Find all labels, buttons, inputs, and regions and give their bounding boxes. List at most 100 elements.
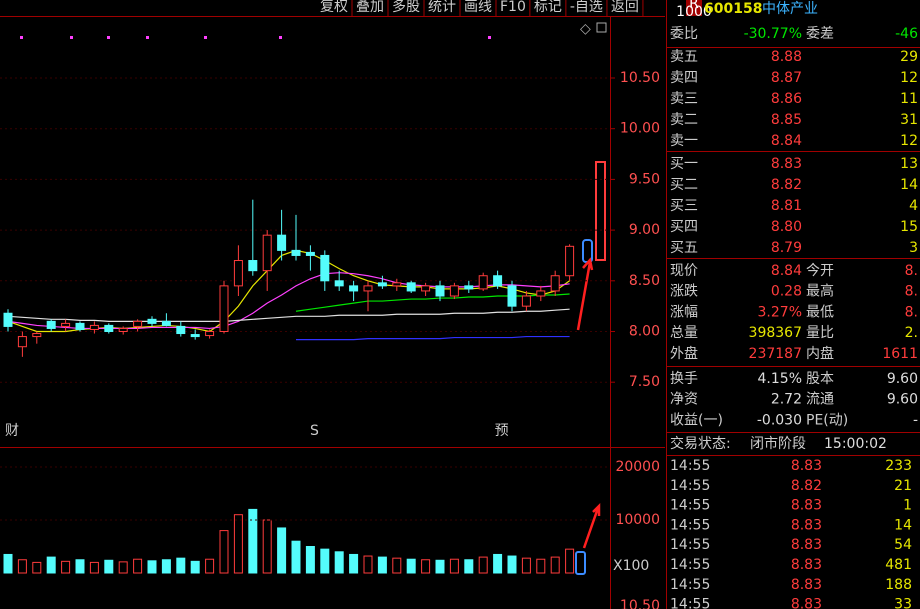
volume-bar bbox=[277, 527, 287, 574]
candle-body bbox=[363, 285, 373, 292]
candle-body bbox=[334, 280, 344, 287]
candle-body bbox=[507, 285, 517, 307]
event-marker[interactable]: 财 bbox=[5, 423, 19, 439]
volume-bar bbox=[377, 556, 387, 574]
trade-time: 14:55 bbox=[670, 478, 710, 494]
book-label: 卖一 bbox=[670, 133, 698, 149]
volume-bar bbox=[89, 561, 99, 574]
event-marker[interactable]: 预 bbox=[495, 423, 509, 439]
stat-label: 今开 bbox=[806, 263, 834, 279]
candle-body bbox=[536, 290, 546, 297]
candle-body bbox=[449, 285, 459, 297]
toolbar-button[interactable]: 多股 bbox=[392, 0, 420, 15]
next-pane-label: 10.50 bbox=[620, 598, 660, 609]
toolbar-button[interactable]: 叠加 bbox=[356, 0, 384, 15]
stat-value: 9.60 bbox=[887, 371, 918, 387]
volume-bar bbox=[161, 559, 171, 574]
candle-body bbox=[147, 318, 157, 324]
stat-value: 398367 bbox=[749, 325, 802, 341]
y-tick-label: 10.50 bbox=[620, 70, 660, 86]
stat-label: 量比 bbox=[806, 325, 834, 341]
book-volume: 31 bbox=[900, 112, 918, 128]
volume-bar bbox=[3, 553, 13, 574]
volume-bar bbox=[392, 557, 402, 574]
trade-price: 8.82 bbox=[791, 478, 822, 494]
book-price: 8.79 bbox=[771, 240, 802, 256]
volume-bar bbox=[406, 558, 416, 574]
stat-label: 换手 bbox=[670, 370, 698, 387]
stat-value: 237187 bbox=[749, 346, 802, 362]
stat-label: 流通 bbox=[806, 392, 834, 408]
toolbar-button[interactable]: 标记 bbox=[534, 0, 562, 15]
candle-body bbox=[190, 334, 200, 338]
book-volume: 12 bbox=[900, 70, 918, 86]
volume-bar bbox=[118, 561, 128, 574]
volume-bar bbox=[464, 559, 474, 574]
ma-line bbox=[7, 272, 570, 330]
event-marker[interactable]: S bbox=[310, 423, 319, 439]
volume-bar bbox=[363, 555, 373, 574]
trade-volume: 188 bbox=[885, 577, 912, 593]
stat-value: 8.84 bbox=[771, 263, 802, 279]
toolbar-button[interactable]: 统计 bbox=[428, 0, 456, 15]
toolbar-button[interactable]: -自选 bbox=[570, 0, 603, 15]
value: -46 bbox=[895, 26, 918, 42]
volume-bar bbox=[233, 514, 243, 574]
arrow bbox=[576, 257, 594, 331]
value: -30.77% bbox=[744, 26, 802, 42]
toolbar-button[interactable]: 复权 bbox=[320, 0, 348, 15]
stat-label: PE(动) bbox=[806, 412, 848, 428]
status-time: 15:00:02 bbox=[824, 436, 887, 452]
y-tick-label: 8.50 bbox=[629, 273, 660, 289]
stat-value: 0.28 bbox=[771, 284, 802, 300]
toolbar-button[interactable]: 画线 bbox=[464, 0, 492, 15]
window-icon[interactable] bbox=[596, 22, 607, 33]
toolbar-button[interactable]: F10 bbox=[500, 0, 526, 15]
candle-body bbox=[75, 322, 85, 330]
book-volume: 12 bbox=[900, 133, 918, 149]
diamond-icon[interactable]: ◇ bbox=[580, 21, 591, 37]
y-tick-label: 8.00 bbox=[629, 324, 660, 340]
volume-unit: X100 bbox=[613, 558, 649, 574]
trade-time: 14:55 bbox=[670, 557, 710, 573]
candle-body bbox=[104, 324, 114, 332]
stat-value: -0.030 bbox=[757, 412, 802, 428]
volume-bar bbox=[248, 508, 258, 574]
stat-label: 总量 bbox=[670, 325, 698, 341]
book-price: 8.85 bbox=[771, 112, 802, 128]
candle-body bbox=[46, 320, 56, 329]
badge-top: R bbox=[689, 0, 699, 12]
volume-bar bbox=[176, 557, 186, 574]
candle-body bbox=[377, 282, 387, 287]
volume-bar bbox=[320, 548, 330, 574]
ma-line bbox=[7, 308, 570, 322]
volume-bar bbox=[507, 555, 517, 574]
candle-body bbox=[248, 260, 258, 272]
book-label: 买二 bbox=[670, 177, 698, 193]
candle-body bbox=[133, 320, 143, 327]
volume-bar bbox=[565, 548, 575, 574]
y-tick-label: 10000 bbox=[615, 512, 660, 528]
stat-label: 外盘 bbox=[670, 345, 698, 362]
candle-body bbox=[435, 285, 445, 297]
stat-label: 涨幅 bbox=[670, 304, 698, 320]
trade-time: 14:55 bbox=[670, 458, 710, 474]
candle-body bbox=[478, 275, 488, 290]
candle-body bbox=[233, 260, 243, 287]
volume-bar bbox=[32, 561, 42, 574]
trade-volume: 33 bbox=[894, 597, 912, 609]
volume-bar bbox=[133, 558, 143, 574]
trade-price: 8.83 bbox=[791, 557, 822, 573]
candle-body bbox=[219, 285, 229, 332]
y-tick-label: 20000 bbox=[615, 459, 660, 475]
stat-label: 涨跌 bbox=[670, 284, 698, 300]
volume-bar bbox=[536, 558, 546, 574]
toolbar-button[interactable]: 返回 bbox=[611, 0, 639, 15]
book-label: 卖二 bbox=[670, 112, 698, 128]
book-label: 买三 bbox=[670, 198, 698, 214]
volume-bar bbox=[104, 559, 114, 574]
volume-bar bbox=[75, 559, 85, 574]
book-label: 卖四 bbox=[670, 70, 698, 86]
book-volume: 15 bbox=[900, 219, 918, 235]
